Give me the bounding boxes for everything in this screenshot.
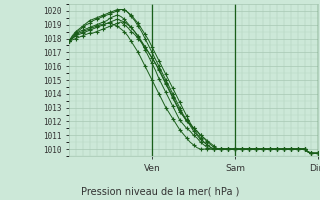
Text: Pression niveau de la mer( hPa ): Pression niveau de la mer( hPa ) — [81, 186, 239, 196]
